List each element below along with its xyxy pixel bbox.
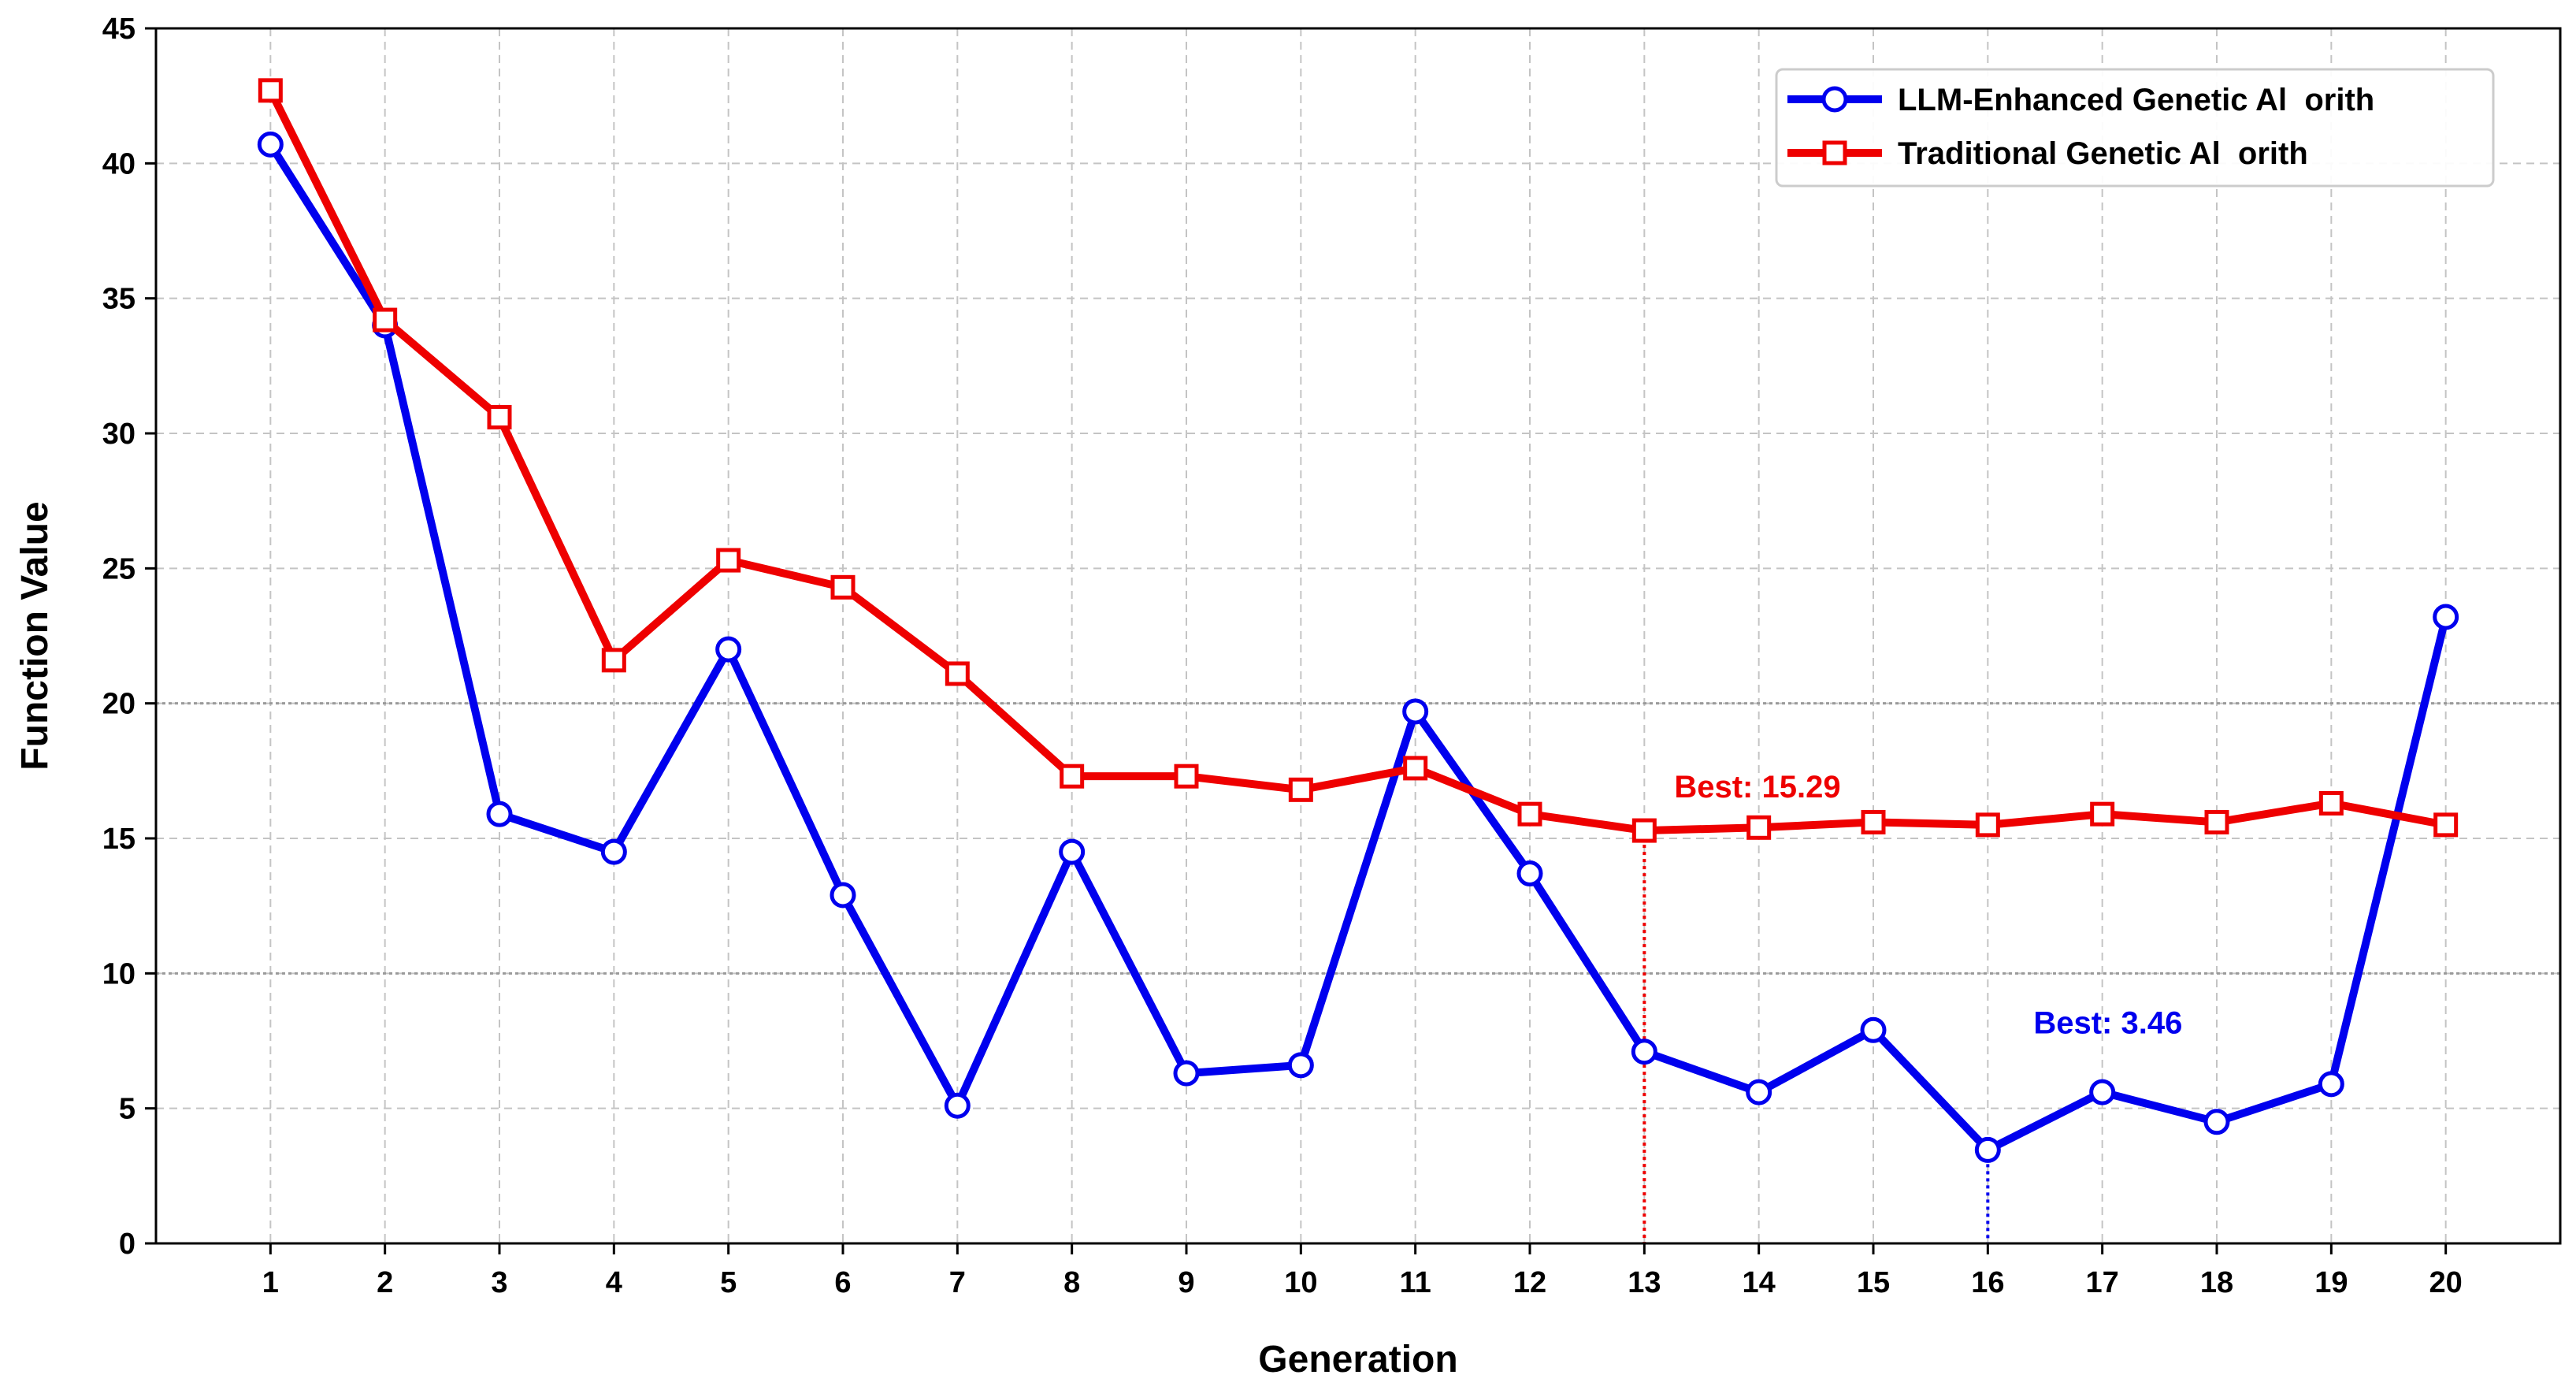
- y-tick-label: 45: [102, 13, 135, 46]
- data-point-square: [1060, 764, 1085, 789]
- data-point-circle: [1631, 1039, 1657, 1065]
- x-tick-label: 2: [377, 1266, 393, 1299]
- best-marker-lines: [1642, 830, 1990, 1243]
- x-tick-label: 20: [2429, 1266, 2463, 1299]
- legend-swatch-marker: [1821, 86, 1848, 113]
- data-point-circle: [830, 882, 856, 909]
- legend-label: LLM-Enhanced Genetic Al orith: [1898, 83, 2374, 117]
- data-point-circle: [1402, 698, 1429, 725]
- x-tick-label: 13: [1628, 1266, 1661, 1299]
- ticks: 1 2 3 4 5 6 7 8 9 10 11 12 13 14 15 16 17 18 19 20051015202…: [102, 13, 2463, 1299]
- data-point-circle: [1860, 1016, 1887, 1043]
- data-point-square: [1746, 815, 1772, 840]
- data-point-circle: [944, 1092, 971, 1119]
- y-tick-label: 5: [119, 1093, 135, 1126]
- series-line-0: [266, 140, 2450, 1154]
- data-point-circle: [486, 801, 513, 827]
- x-tick-label: 19: [2314, 1266, 2348, 1299]
- series-line-1: [266, 86, 2450, 835]
- data-point-square: [1403, 756, 1428, 781]
- y-tick-label: 30: [102, 418, 135, 451]
- x-tick-label: 9: [1178, 1266, 1194, 1299]
- x-tick-label: 14: [1743, 1266, 1776, 1299]
- data-point-circle: [257, 131, 284, 158]
- y-tick-label: 20: [102, 688, 135, 721]
- data-point-square: [601, 648, 626, 673]
- annotations: Best: 15.29 Best: 3.46: [1674, 770, 2182, 1040]
- data-point-square: [258, 78, 283, 103]
- x-tick-label: 17: [2086, 1266, 2119, 1299]
- data-point-square: [1631, 818, 1657, 843]
- legend-label: Traditional Genetic Al orith: [1898, 136, 2308, 171]
- y-axis-title: Function Value: [14, 501, 56, 770]
- data-point-circle: [2433, 604, 2459, 630]
- data-point-circle: [1173, 1060, 1200, 1087]
- data-point-circle: [2089, 1079, 2116, 1105]
- data-point-circle: [1974, 1136, 2001, 1163]
- legend-swatch-marker: [1822, 140, 1847, 165]
- data-point-circle: [2203, 1109, 2230, 1135]
- x-tick-label: 16: [1971, 1266, 2004, 1299]
- series-layer: [257, 78, 2459, 1163]
- y-tick-label: 40: [102, 147, 135, 180]
- x-tick-label: 4: [606, 1266, 622, 1299]
- y-tick-label: 25: [102, 552, 135, 585]
- data-point-circle: [715, 636, 742, 663]
- x-axis-title: Generation: [1258, 1339, 1457, 1380]
- annotation-label: Best: 3.46: [2033, 1005, 2182, 1040]
- x-tick-label: 5: [720, 1266, 737, 1299]
- legend-box: [1775, 68, 2495, 188]
- data-point-square: [1517, 801, 1542, 827]
- data-point-square: [716, 548, 741, 573]
- data-point-square: [1861, 809, 1886, 834]
- data-point-square: [2090, 801, 2115, 827]
- legend: LLM-Enhanced Genetic Al orith Traditional…: [1775, 68, 2495, 188]
- data-point-circle: [1516, 860, 1543, 887]
- data-point-square: [1174, 764, 1199, 789]
- plot-frame: [154, 27, 2562, 1245]
- y-tick-label: 0: [119, 1228, 135, 1261]
- x-tick-label: 12: [1513, 1266, 1546, 1299]
- data-point-square: [945, 661, 970, 686]
- data-point-circle: [600, 838, 627, 865]
- data-point-circle: [1059, 838, 1086, 865]
- x-tick-label: 15: [1857, 1266, 1890, 1299]
- y-tick-label: 10: [102, 957, 135, 990]
- data-point-square: [2433, 812, 2459, 838]
- data-point-square: [2204, 809, 2229, 834]
- data-point-square: [373, 307, 398, 333]
- x-tick-label: 18: [2200, 1266, 2233, 1299]
- data-point-square: [487, 404, 512, 429]
- data-point-circle: [1746, 1079, 1772, 1105]
- x-tick-label: 8: [1063, 1266, 1080, 1299]
- data-point-circle: [2318, 1071, 2344, 1098]
- x-tick-label: 1: [262, 1266, 279, 1299]
- x-tick-label: 11: [1400, 1266, 1431, 1299]
- x-tick-label: 7: [949, 1266, 966, 1299]
- y-tick-label: 15: [102, 823, 135, 856]
- x-tick-label: 10: [1284, 1266, 1317, 1299]
- x-tick-label: 6: [834, 1266, 851, 1299]
- data-point-square: [1975, 812, 2000, 838]
- x-tick-label: 3: [491, 1266, 507, 1299]
- y-tick-label: 35: [102, 283, 135, 316]
- data-point-square: [1288, 777, 1313, 802]
- annotation-label: Best: 15.29: [1674, 770, 1840, 804]
- data-point-square: [830, 574, 856, 600]
- data-point-circle: [1287, 1052, 1314, 1079]
- data-point-square: [2318, 790, 2344, 816]
